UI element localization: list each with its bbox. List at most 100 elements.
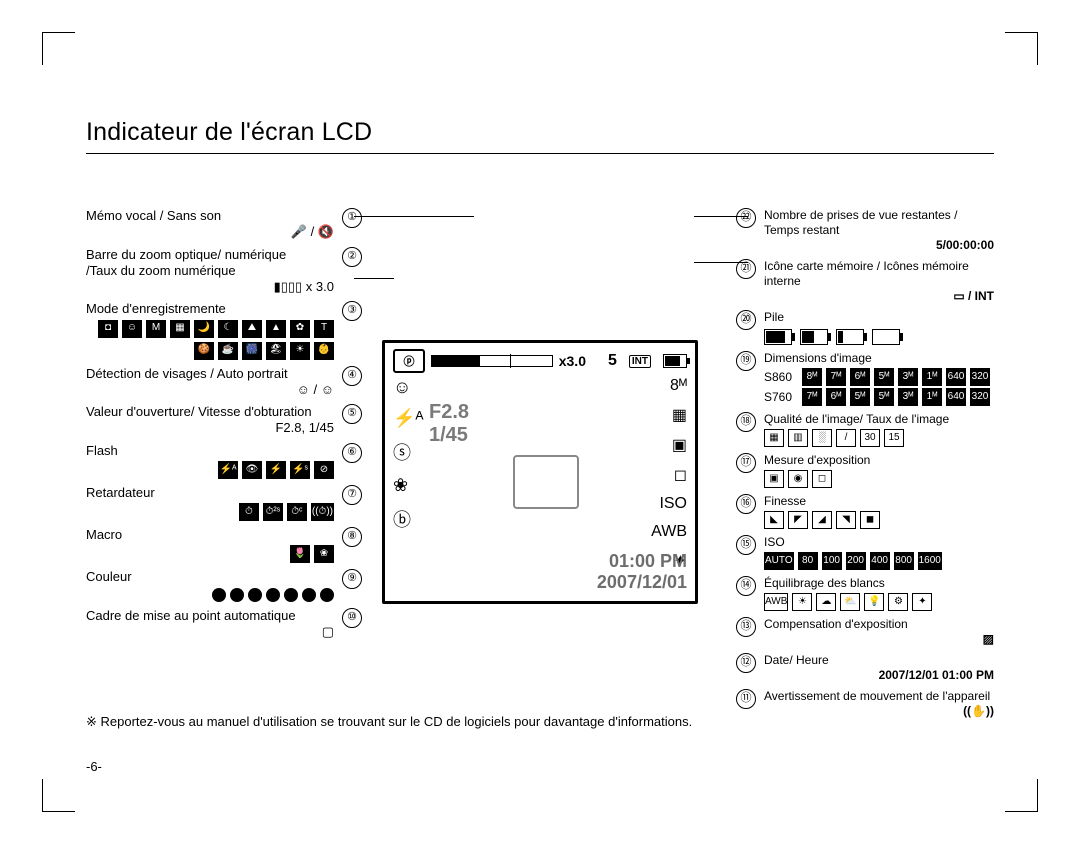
callout-item: ㉒Nombre de prises de vue restantes / Tem… <box>764 208 994 253</box>
callout-icons: ▣◉◻ <box>764 470 994 488</box>
size-chip: 1ᴹ <box>922 368 942 386</box>
callout-label: Nombre de prises de vue restantes / Temp… <box>764 208 994 238</box>
callout-label: Détection de visages / Auto portrait <box>86 366 334 382</box>
size-chip: 320 <box>970 388 990 406</box>
glyph-icon: ▣ <box>764 470 784 488</box>
title-rule <box>86 153 994 154</box>
callout-item: ⑦Retardateur⏱⏱²ˢ⏱ᶜ((⏱)) <box>86 485 334 521</box>
battery-icon <box>836 329 864 345</box>
iso-chip: 100 <box>822 552 842 570</box>
lcd-aperture: F2.8 <box>429 401 469 424</box>
manual-page: Indicateur de l'écran LCD ①Mémo vocal / … <box>0 0 1080 844</box>
iso-chip: AUTO <box>764 552 794 570</box>
lcd-zoom-bar <box>431 355 553 367</box>
glyph-icon: ▦ <box>170 320 190 338</box>
model-label: S760 <box>764 390 798 405</box>
lcd-int-icon: INT <box>629 355 651 368</box>
callout-icons: ◣◤◢◥◼ <box>764 511 994 529</box>
callout-item: ㉑Icône carte mémoire / Icônes mémoire in… <box>764 259 994 304</box>
callout-item: ⑭Équilibrage des blancsAWB☀☁⛅💡⚙✦ <box>764 576 994 611</box>
callout-label: Mesure d'exposition <box>764 453 994 468</box>
glyph-icon: ✿ <box>290 320 310 338</box>
callout-label: Icône carte mémoire / Icônes mémoire int… <box>764 259 994 289</box>
lcd-left-icons: ☺⚡ᴬⓢ❀ⓑ <box>393 377 424 532</box>
glyph-icon: ▲ <box>266 320 286 338</box>
callout-item: ⑯Finesse◣◤◢◥◼ <box>764 494 994 529</box>
crop-mark-tr <box>1005 32 1038 65</box>
callout-label: Avertissement de mouvement de l'appareil <box>764 689 994 704</box>
model-label: S860 <box>764 370 798 385</box>
callout-icons: ⏱⏱²ˢ⏱ᶜ((⏱)) <box>86 503 334 521</box>
callout-label: Retardateur <box>86 485 334 501</box>
glyph-icon: ⏱ <box>239 503 259 521</box>
callout-number: ⑤ <box>342 404 362 424</box>
size-chip: 640 <box>946 388 966 406</box>
glyph-icon: ◤ <box>788 511 808 529</box>
callout-number: ⑳ <box>736 310 756 330</box>
callout-number: ⑭ <box>736 576 756 596</box>
leader-line <box>354 216 474 217</box>
callout-item: ⑤Valeur d'ouverture/ Vitesse d'obturatio… <box>86 404 334 437</box>
size-chip: 1ᴹ <box>922 388 942 406</box>
callout-icons: ▦▥░/3015 <box>764 429 994 447</box>
lcd-time: 01:00 PM <box>597 551 687 572</box>
callout-number: ④ <box>342 366 362 386</box>
lcd-side-icon: ◻ <box>674 465 687 485</box>
lcd-side-icon: AWB <box>651 523 687 541</box>
glyph-icon: ☀ <box>290 342 310 360</box>
lcd-side-icon: ⓑ <box>393 506 424 532</box>
callout-number: ⑫ <box>736 653 756 673</box>
iso-chip: 1600 <box>918 552 942 570</box>
callout-number: ③ <box>342 301 362 321</box>
callout-label: ISO <box>764 535 994 550</box>
callout-icons: AWB☀☁⛅💡⚙✦ <box>764 593 994 611</box>
size-chip: 6ᴹ <box>850 368 870 386</box>
size-chip: 6ᴹ <box>826 388 846 406</box>
glyph-icon: 👁 <box>242 461 262 479</box>
lcd-side-icon: ⓢ <box>393 439 424 465</box>
glyph-icon: ⚡ˢ <box>290 461 310 479</box>
leader-line <box>354 278 394 279</box>
callout-item: ①Mémo vocal / Sans son🎤 / 🔇 <box>86 208 334 241</box>
glyph-icon: ⛅ <box>840 593 860 611</box>
callout-value: ☺ / ☺ <box>86 382 334 398</box>
lcd-battery-icon <box>663 354 687 368</box>
callout-label: Mémo vocal / Sans son <box>86 208 334 224</box>
size-chip: 640 <box>946 368 966 386</box>
lcd-focus-frame <box>513 455 579 509</box>
callout-value: ▮▯▯▯ x 3.0 <box>86 279 334 295</box>
iso-chips: AUTO801002004008001600 <box>764 552 994 570</box>
glyph-icon: ░ <box>812 429 832 447</box>
glyph-icon: AWB <box>764 593 788 611</box>
glyph-icon <box>302 588 316 602</box>
right-callouts: ㉒Nombre de prises de vue restantes / Tem… <box>764 208 994 723</box>
page-title: Indicateur de l'écran LCD <box>86 118 994 147</box>
callout-value: ▭ / INT <box>764 289 994 304</box>
callout-number: ② <box>342 247 362 267</box>
glyph-icon: ◥ <box>836 511 856 529</box>
leader-line <box>694 262 748 263</box>
callout-number: ⑥ <box>342 443 362 463</box>
glyph-icon: ▥ <box>788 429 808 447</box>
size-chip: 320 <box>970 368 990 386</box>
glyph-icon: ⚡ <box>266 461 286 479</box>
callout-label: Finesse <box>764 494 994 509</box>
lcd-date: 2007/12/01 <box>597 572 687 593</box>
callout-value: 2007/12/01 01:00 PM <box>764 668 994 683</box>
lcd-side-icon: ⚡ᴬ <box>393 408 424 429</box>
glyph-icon: 🌷 <box>290 545 310 563</box>
size-chip: 3ᴹ <box>898 388 918 406</box>
callout-value: ▢ <box>86 624 334 640</box>
glyph-icon: ◉ <box>788 470 808 488</box>
lcd-right-icons: 8ᴹ▦▣◻ISOAWB✦ <box>651 377 687 571</box>
glyph-icon: ⊘ <box>314 461 334 479</box>
callout-item: ⑲Dimensions d'imageS8608ᴹ7ᴹ6ᴹ5ᴹ3ᴹ1ᴹ64032… <box>764 351 994 406</box>
callout-item: ②Barre du zoom optique/ numérique /Taux … <box>86 247 334 296</box>
lcd-side-icon: ▦ <box>672 405 687 425</box>
lcd-zoom-text: x3.0 <box>559 353 586 369</box>
lcd-diagram: ①Mémo vocal / Sans son🎤 / 🔇 ②Barre du zoo… <box>86 208 994 678</box>
glyph-icon: / <box>836 429 856 447</box>
callout-value: F2.8, 1/45 <box>86 420 334 436</box>
callout-icons: 🌷❀ <box>86 545 334 563</box>
size-chip: 5ᴹ <box>874 368 894 386</box>
